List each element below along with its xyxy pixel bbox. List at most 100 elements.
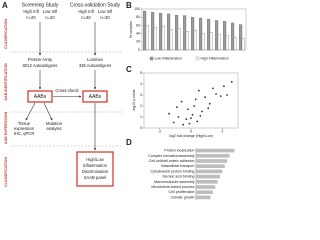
point [204, 96, 207, 99]
y-tick-label: 4 [140, 82, 142, 86]
point [219, 95, 222, 97]
bar [196, 153, 230, 158]
bar [151, 12, 155, 51]
bar [196, 148, 235, 153]
result: Inflammation [83, 163, 108, 168]
group: Low Infl [43, 9, 58, 14]
group: High Infl [78, 9, 93, 14]
bar [201, 33, 205, 51]
legend-label: Low Inflammation [155, 57, 182, 61]
category-label: Protein localization [164, 149, 194, 153]
category-label: Cell-cell/cell-matrix adhesion [149, 159, 195, 163]
point [176, 106, 178, 108]
point [182, 123, 185, 126]
category-label: Macromolecule assembly [154, 180, 195, 184]
bar [196, 169, 223, 174]
study-title: Cross-validation Study [70, 2, 121, 8]
y-tick-label: 0 [140, 126, 142, 130]
point [230, 80, 233, 83]
bar [196, 164, 225, 169]
bar [196, 190, 213, 195]
legend-swatch [149, 56, 154, 61]
point [208, 102, 211, 105]
result: Discrimination [82, 169, 109, 174]
legend-swatch [195, 56, 200, 61]
platform: Luminex [87, 57, 104, 62]
bar [183, 15, 187, 51]
arrow [43, 102, 53, 121]
y-tick-label: 60 [136, 23, 140, 27]
bar [196, 159, 228, 163]
category-label: Microtubule-based process [151, 185, 194, 189]
point [196, 120, 199, 123]
y-tick-label: 0 [138, 48, 140, 52]
bar [177, 28, 181, 51]
bar [217, 34, 221, 51]
point [168, 112, 170, 115]
point [226, 94, 228, 96]
point [190, 117, 192, 119]
stage: AAB IDENTIFICATION [4, 63, 8, 101]
point [191, 113, 194, 116]
x-tick-label: 2 [221, 129, 223, 133]
y-axis-label: -log10 p-value [132, 89, 136, 111]
bar [215, 20, 219, 51]
bar [225, 35, 229, 51]
point [223, 85, 225, 88]
bar [159, 12, 163, 51]
bar [185, 31, 189, 51]
point [193, 105, 196, 107]
bar [207, 19, 211, 51]
bar [145, 25, 149, 51]
bar [153, 27, 157, 51]
y-axis-label: % samples [129, 21, 133, 38]
y-tick-label: 3 [140, 93, 142, 97]
point [201, 110, 203, 113]
stage: CLASSIFICATION [4, 19, 8, 49]
category-label: Intracellular transport [161, 164, 195, 168]
x-tick-label: 0 [190, 129, 192, 133]
legend-label: High Inflammation [201, 57, 229, 61]
y-tick-label: 80 [136, 15, 140, 19]
crosscheck: Cross-check [55, 88, 79, 93]
figure: A Screening Study Cross-validation Study… [2, 1, 247, 200]
aab-label: AABs [34, 94, 47, 100]
y-tick-label: 100 [134, 7, 140, 11]
point [188, 122, 191, 125]
y-tick-label: 1 [140, 115, 142, 119]
point [186, 108, 189, 111]
stage: AAB EXPRESSION [4, 112, 8, 145]
arrow [25, 102, 36, 121]
result: High/Low [86, 157, 104, 162]
bar [223, 21, 227, 51]
category-label: Complex formation/assembly [148, 154, 195, 158]
panel-label: D [126, 138, 132, 147]
point [199, 115, 202, 117]
tissue: Tissue [18, 121, 31, 126]
point [215, 93, 217, 95]
y-tick-label: 20 [136, 40, 140, 44]
category-label: Cellular growth [171, 195, 195, 199]
panel-a: A Screening Study Cross-validation Study… [2, 1, 122, 187]
x-tick-label: -2 [158, 129, 161, 133]
bar [143, 10, 147, 51]
tissue: expression [14, 126, 35, 131]
point [194, 98, 197, 101]
bar [161, 26, 165, 51]
size: n=20 [26, 15, 36, 20]
stage: CLASSIFICATION [4, 157, 8, 187]
bar [196, 185, 216, 189]
bar [167, 13, 171, 51]
category-label: Cell proliferation [169, 190, 195, 194]
category-label: Nucleic acid binding [163, 175, 195, 179]
mutation: analysis [46, 126, 61, 131]
panel-label: B [126, 1, 132, 10]
group: High Infl [23, 9, 38, 14]
point [185, 118, 188, 121]
group: Low Infl [98, 9, 113, 14]
bar [231, 22, 235, 51]
bar [209, 32, 213, 51]
bar [241, 38, 245, 51]
x-axis-label: log2 fold change (High/Low) [169, 134, 213, 138]
antigens: 335 Autoantigens [79, 63, 111, 68]
